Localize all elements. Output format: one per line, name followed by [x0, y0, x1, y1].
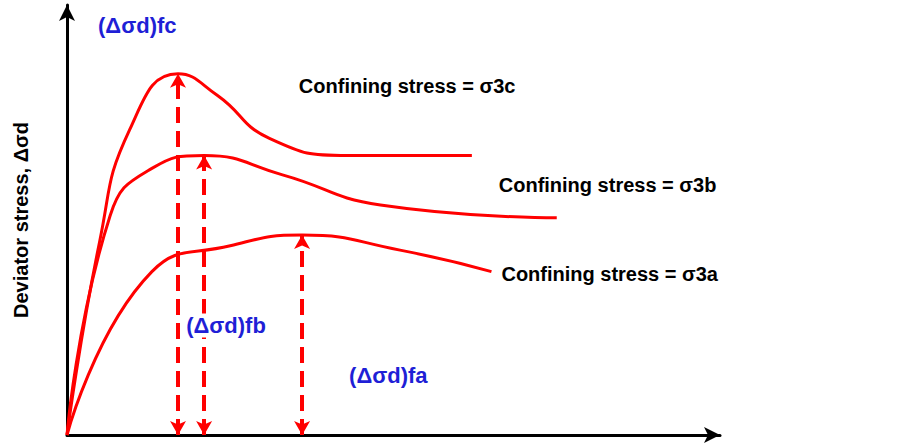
svg-text:(Δσd)fc: (Δσd)fc — [98, 13, 177, 38]
svg-text:(Δσd)fb: (Δσd)fb — [186, 313, 266, 338]
svg-text:(Δσd)fa: (Δσd)fa — [349, 363, 428, 388]
svg-text:Confining stress = σ3a: Confining stress = σ3a — [501, 263, 718, 285]
svg-text:Deviator stress, Δσd: Deviator stress, Δσd — [10, 122, 32, 318]
svg-text:Confining stress = σ3c: Confining stress = σ3c — [299, 75, 516, 97]
svg-text:Confining stress = σ3b: Confining stress = σ3b — [499, 174, 717, 196]
